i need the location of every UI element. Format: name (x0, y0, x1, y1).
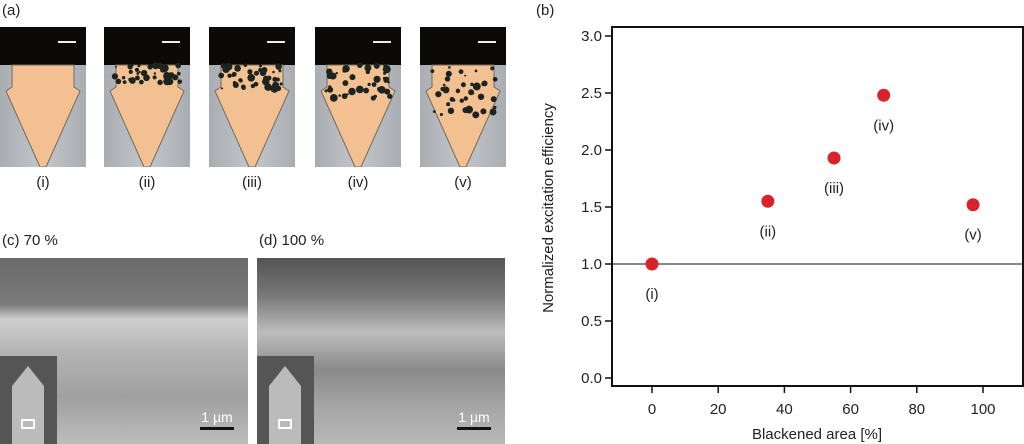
x-tick-label: 0 (648, 401, 656, 418)
x-tick-label: 60 (842, 401, 859, 418)
y-tick-label: 1.5 (581, 199, 602, 216)
data-point (877, 89, 890, 102)
point-label: (ii) (760, 223, 777, 240)
data-point (967, 198, 980, 211)
data-point (828, 151, 841, 164)
y-axis-label: Normalized excitation efficiency (540, 103, 557, 313)
y-tick-label: 0.5 (581, 313, 602, 330)
point-label: (v) (964, 227, 982, 244)
x-axis-label: Blackened area [%] (752, 426, 882, 443)
y-tick-label: 2.0 (581, 142, 602, 159)
y-tick-label: 0.0 (581, 370, 602, 387)
x-tick-label: 40 (776, 401, 793, 418)
y-tick-label: 1.0 (581, 256, 602, 273)
data-point (646, 258, 659, 271)
x-tick-label: 100 (970, 401, 995, 418)
x-tick-label: 20 (710, 401, 727, 418)
point-label: (iii) (824, 180, 844, 197)
x-tick-label: 80 (908, 401, 925, 418)
y-tick-label: 2.5 (581, 85, 602, 102)
plot-frame (612, 27, 1023, 386)
point-label: (i) (645, 286, 658, 303)
data-point (761, 195, 774, 208)
point-label: (iv) (873, 117, 894, 134)
y-tick-label: 3.0 (581, 28, 602, 45)
